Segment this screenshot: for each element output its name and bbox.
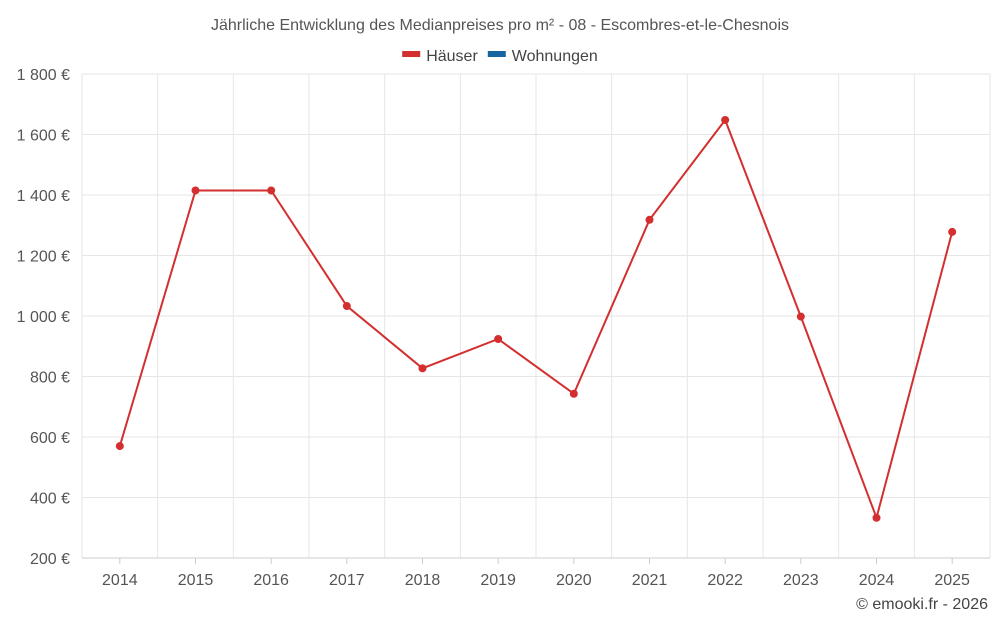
y-tick-label: 800 € [30, 370, 70, 387]
data-point[interactable] [796, 312, 805, 321]
x-tick-label: 2025 [934, 572, 970, 589]
y-tick-label: 400 € [30, 491, 70, 508]
x-tick-label: 2023 [783, 572, 819, 589]
x-tick-label: 2021 [632, 572, 668, 589]
chart-title: Jährliche Entwicklung des Medianpreises … [211, 17, 789, 34]
x-tick-label: 2024 [859, 572, 895, 589]
x-tick-label: 2017 [329, 572, 365, 589]
grid-lines [81, 73, 991, 558]
y-axis: 200 € 400 € 600 € 800 € 1 000 € 1 200 € 1 400 … [17, 67, 70, 568]
y-tick-label: 1 800 € [17, 67, 70, 84]
series-line [118, 117, 954, 522]
series-layer [115, 115, 957, 522]
x-tick-label: 2016 [253, 572, 289, 589]
x-tick-label: 2015 [178, 572, 214, 589]
x-tick-label: 2019 [480, 572, 516, 589]
data-point[interactable] [872, 513, 881, 522]
data-point[interactable] [645, 215, 654, 224]
y-tick-label: 200 € [30, 551, 70, 568]
data-point[interactable] [494, 334, 503, 343]
data-point[interactable] [342, 302, 351, 311]
data-point[interactable] [569, 389, 578, 398]
y-tick-label: 1 000 € [17, 309, 70, 326]
legend-label[interactable]: Wohnungen [512, 48, 598, 65]
data-point[interactable] [267, 186, 276, 195]
y-tick-label: 1 200 € [17, 249, 70, 266]
legend-swatch [402, 51, 421, 57]
x-axis: 2014 2015 2016 2017 2018 2019 2020 2021 2022 2023… [82, 557, 990, 589]
chart-legend: Häuser Wohnungen [402, 48, 598, 65]
y-tick-label: 600 € [30, 430, 70, 447]
data-point[interactable] [948, 227, 957, 236]
legend-swatch [487, 51, 506, 57]
data-point[interactable] [418, 364, 427, 373]
x-tick-label: 2022 [707, 572, 743, 589]
y-tick-label: 1 600 € [17, 128, 70, 145]
x-tick-label: 2020 [556, 572, 592, 589]
data-point[interactable] [115, 442, 124, 451]
legend-label[interactable]: Häuser [426, 48, 478, 65]
x-tick-label: 2018 [405, 572, 441, 589]
credit-text: © emooki.fr - 2026 [856, 596, 988, 613]
x-tick-label: 2014 [102, 572, 138, 589]
data-point[interactable] [191, 186, 200, 195]
y-tick-label: 1 400 € [17, 188, 70, 205]
data-point[interactable] [721, 115, 730, 124]
